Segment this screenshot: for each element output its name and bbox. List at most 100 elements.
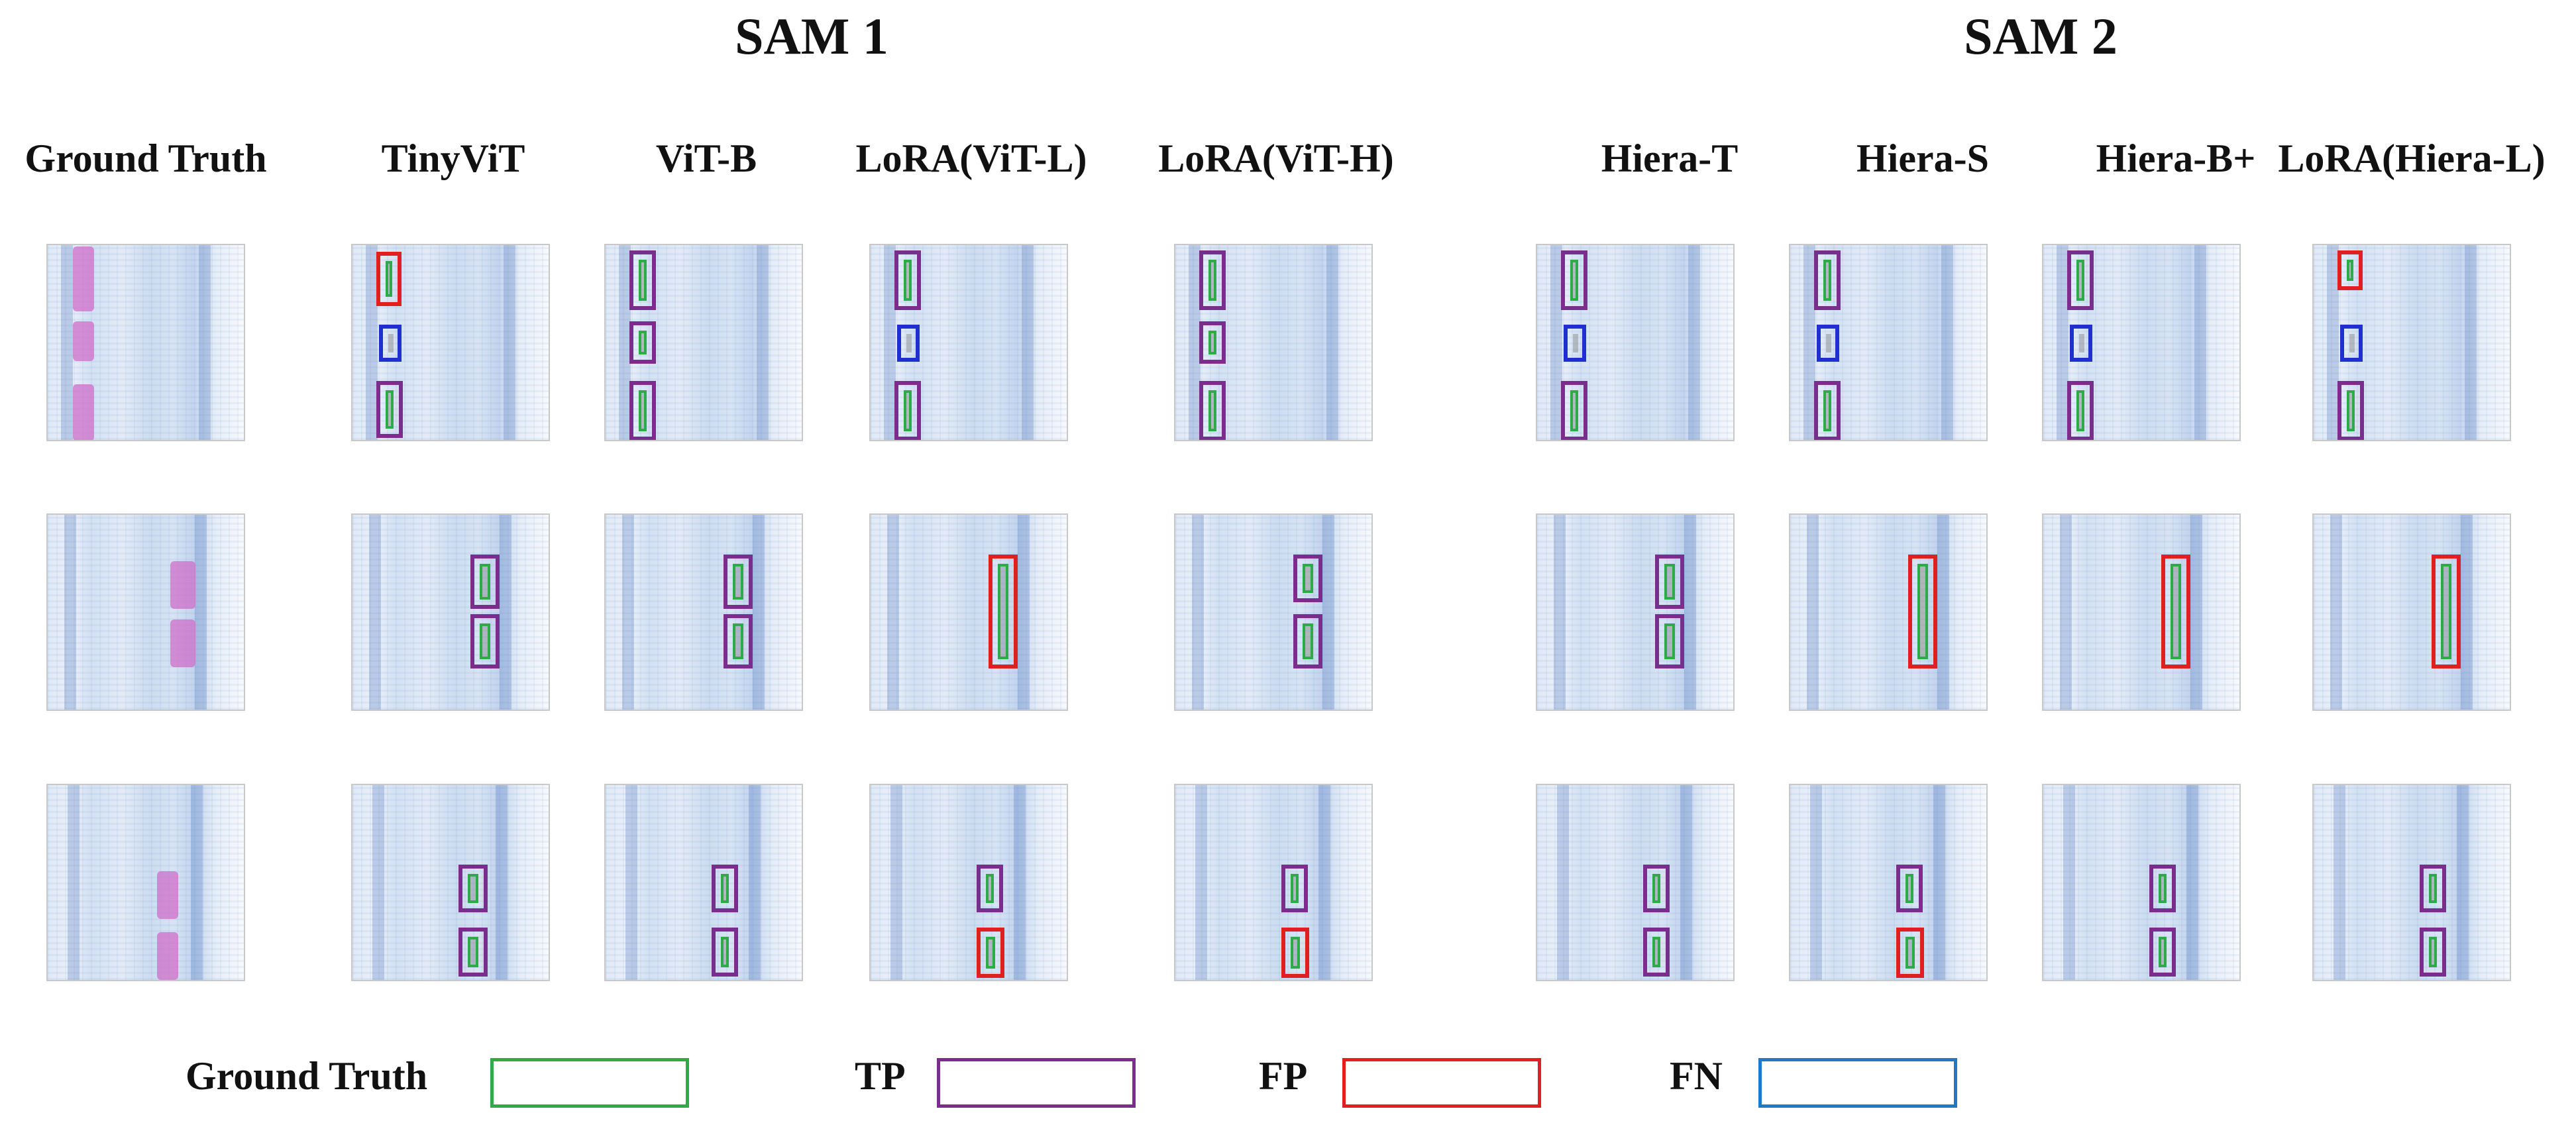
detection-box (2070, 325, 2092, 362)
tissue-band (1810, 785, 1822, 980)
ground-truth-inner-box (1823, 390, 1831, 431)
ground-truth-region (73, 384, 94, 440)
ground-truth-inner-box (2079, 334, 2084, 352)
panel-texture (2043, 245, 2239, 440)
detection-box (2149, 928, 2176, 977)
tissue-band (504, 245, 515, 440)
result-panel (46, 244, 245, 441)
ground-truth-inner-box (388, 334, 394, 352)
result-panel (1536, 244, 1735, 441)
ground-truth-inner-box (1570, 260, 1578, 301)
ground-truth-inner-box (386, 261, 392, 297)
result-panel (1174, 244, 1373, 441)
ground-truth-inner-box (2347, 390, 2355, 431)
ground-truth-region (170, 561, 195, 609)
ground-truth-inner-box (1208, 390, 1216, 431)
tissue-band (2327, 245, 2339, 440)
legend-label-tp: TP (855, 1054, 906, 1098)
tissue-band (1022, 245, 1034, 440)
tissue-band (2063, 785, 2075, 980)
tissue-band (887, 515, 899, 710)
tissue-band (2057, 245, 2068, 440)
tissue-band (2330, 515, 2342, 710)
detection-box (977, 928, 1004, 978)
panel-texture (871, 785, 1067, 980)
ground-truth-inner-box (386, 390, 394, 429)
ground-truth-inner-box (468, 874, 478, 903)
tissue-band (2457, 785, 2469, 980)
result-panel (1789, 784, 1988, 981)
tissue-band (64, 515, 76, 710)
legend-label-fn: FN (1670, 1054, 1723, 1098)
result-panel (869, 784, 1068, 981)
detection-box (629, 381, 656, 440)
ground-truth-inner-box (733, 623, 743, 659)
ground-truth-inner-box (1905, 937, 1915, 969)
result-panel (351, 513, 550, 711)
result-panel (351, 784, 550, 981)
result-panel (351, 244, 550, 441)
tissue-band (500, 515, 511, 710)
panel-texture (606, 245, 802, 440)
panel-texture (1790, 245, 1986, 440)
panel-texture (606, 515, 802, 710)
detection-box (458, 928, 488, 977)
tissue-band (369, 515, 381, 710)
ground-truth-inner-box (1291, 937, 1300, 969)
ground-truth-inner-box (2171, 564, 2181, 659)
legend-label-ground-truth: Ground Truth (186, 1054, 428, 1098)
tissue-band (1322, 515, 1334, 710)
legend-swatch-fn (1758, 1058, 1957, 1108)
result-panel (2312, 244, 2511, 441)
tissue-band (1014, 785, 1026, 980)
detection-box (2337, 250, 2363, 290)
tissue-band (1318, 785, 1330, 980)
ground-truth-region (170, 619, 195, 667)
result-panel (2042, 244, 2241, 441)
ground-truth-region (157, 932, 178, 980)
detection-box (724, 555, 753, 609)
tissue-band (195, 515, 207, 710)
ground-truth-inner-box (1570, 390, 1578, 431)
ground-truth-inner-box (721, 874, 729, 903)
panel-texture (2314, 785, 2510, 980)
ground-truth-inner-box (1917, 564, 1928, 659)
column-title-vit-b: ViT-B (655, 136, 757, 180)
legend-swatch-ground-truth (490, 1058, 689, 1108)
detection-box (1655, 614, 1684, 668)
detection-box (1814, 381, 1841, 440)
detection-box (458, 865, 488, 912)
column-title-lora-vit-l: LoRA(ViT-L) (855, 136, 1087, 180)
column-title-ground-truth: Ground Truth (25, 136, 267, 180)
ground-truth-inner-box (639, 390, 647, 431)
ground-truth-inner-box (1823, 260, 1831, 301)
tissue-band (372, 785, 384, 980)
column-title-hiera-s: Hiera-S (1856, 136, 1989, 180)
column-title-tinyvit: TinyViT (381, 136, 525, 180)
tissue-band (1684, 515, 1696, 710)
panel-texture (1175, 245, 1371, 440)
tissue-band (191, 785, 203, 980)
panel-texture (2314, 515, 2510, 710)
legend-swatch-fp (1342, 1058, 1541, 1108)
ground-truth-inner-box (1303, 564, 1313, 593)
result-panel (1536, 784, 1735, 981)
result-panel (1789, 513, 1988, 711)
tissue-band (68, 785, 80, 980)
tissue-band (2334, 785, 2345, 980)
tissue-band (1550, 245, 1562, 440)
result-panel (2312, 513, 2511, 711)
result-panel (1789, 244, 1988, 441)
tissue-band (1195, 785, 1207, 980)
ground-truth-inner-box (998, 564, 1008, 659)
ground-truth-region (73, 246, 94, 311)
panel-texture (48, 785, 244, 980)
ground-truth-inner-box (986, 874, 994, 903)
result-panel (604, 244, 803, 441)
legend-label-fp: FP (1259, 1054, 1308, 1098)
result-panel (869, 513, 1068, 711)
panel-texture (352, 515, 549, 710)
ground-truth-inner-box (2429, 937, 2437, 967)
group-title-sam1: SAM 1 (735, 7, 888, 65)
column-title-lora-hiera-l: LoRA(Hiera-L) (2278, 136, 2546, 180)
